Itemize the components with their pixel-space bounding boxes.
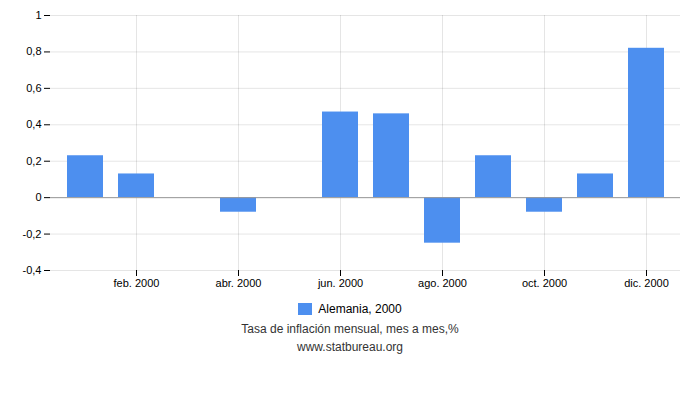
svg-text:-0,4: -0,4 [23,264,42,276]
svg-text:0,4: 0,4 [26,118,41,130]
svg-text:ago. 2000: ago. 2000 [418,277,467,289]
html-text:www.statbureau.org: www.statbureau.org [297,340,403,354]
svg-text:0,2: 0,2 [26,155,41,167]
svg-text:feb. 2000: feb. 2000 [114,277,160,289]
svg-text:1: 1 [35,9,41,21]
svg-text:-0,2: -0,2 [23,228,42,240]
html-text:Alemania, 2000: Alemania, 2000 [318,302,402,316]
svg-text:jun. 2000: jun. 2000 [317,277,363,289]
svg-text:dic. 2000: dic. 2000 [624,277,669,289]
svg-text:oct. 2000: oct. 2000 [522,277,567,289]
svg-text:abr. 2000: abr. 2000 [216,277,262,289]
svg-text:0,8: 0,8 [26,45,41,57]
svg-text:0: 0 [35,191,41,203]
svg-text:0,6: 0,6 [26,82,41,94]
html-text:Tasa de inflación mensual, mes: Tasa de inflación mensual, mes a mes,% [241,322,459,336]
